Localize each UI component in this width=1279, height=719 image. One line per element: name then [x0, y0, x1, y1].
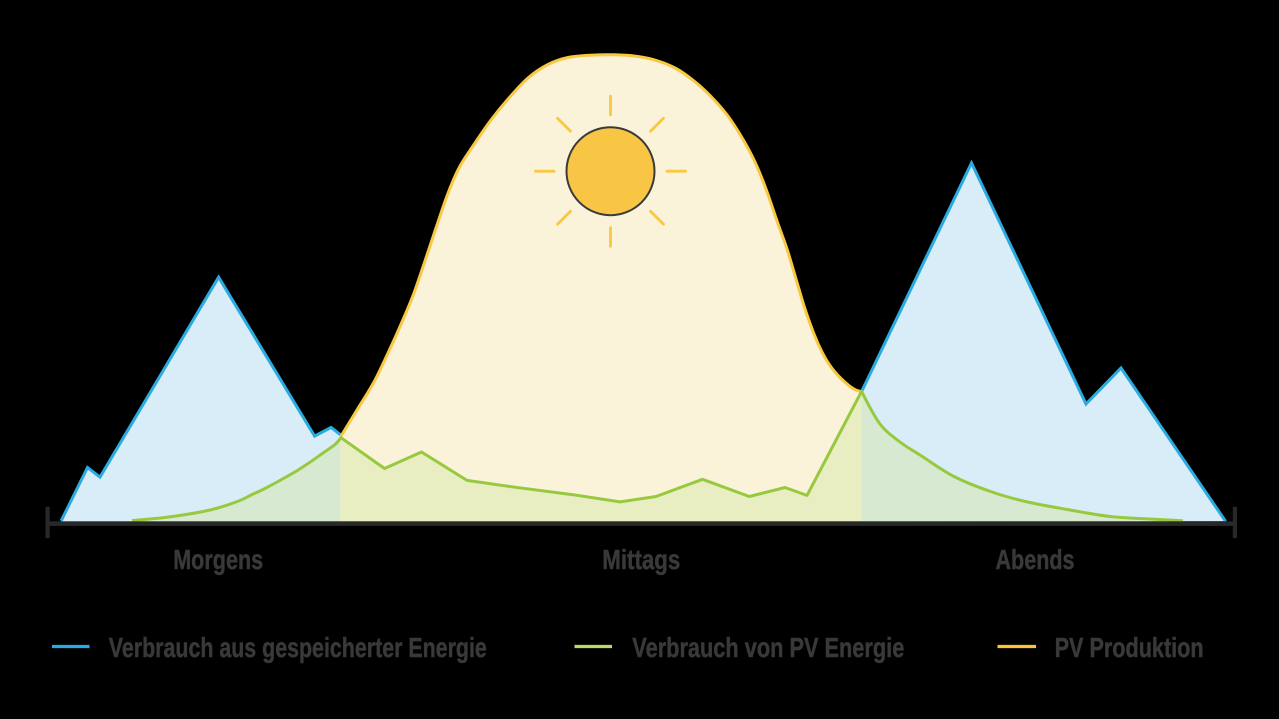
- svg-text:Verbrauch aus gespeicherter En: Verbrauch aus gespeicherter Energie: [109, 632, 487, 663]
- svg-text:Morgens: Morgens: [173, 544, 263, 575]
- svg-text:Mittags: Mittags: [602, 544, 680, 575]
- svg-text:Verbrauch von PV Energie: Verbrauch von PV Energie: [632, 632, 904, 663]
- svg-text:Abends: Abends: [996, 544, 1075, 575]
- svg-text:PV Produktion: PV Produktion: [1055, 632, 1204, 663]
